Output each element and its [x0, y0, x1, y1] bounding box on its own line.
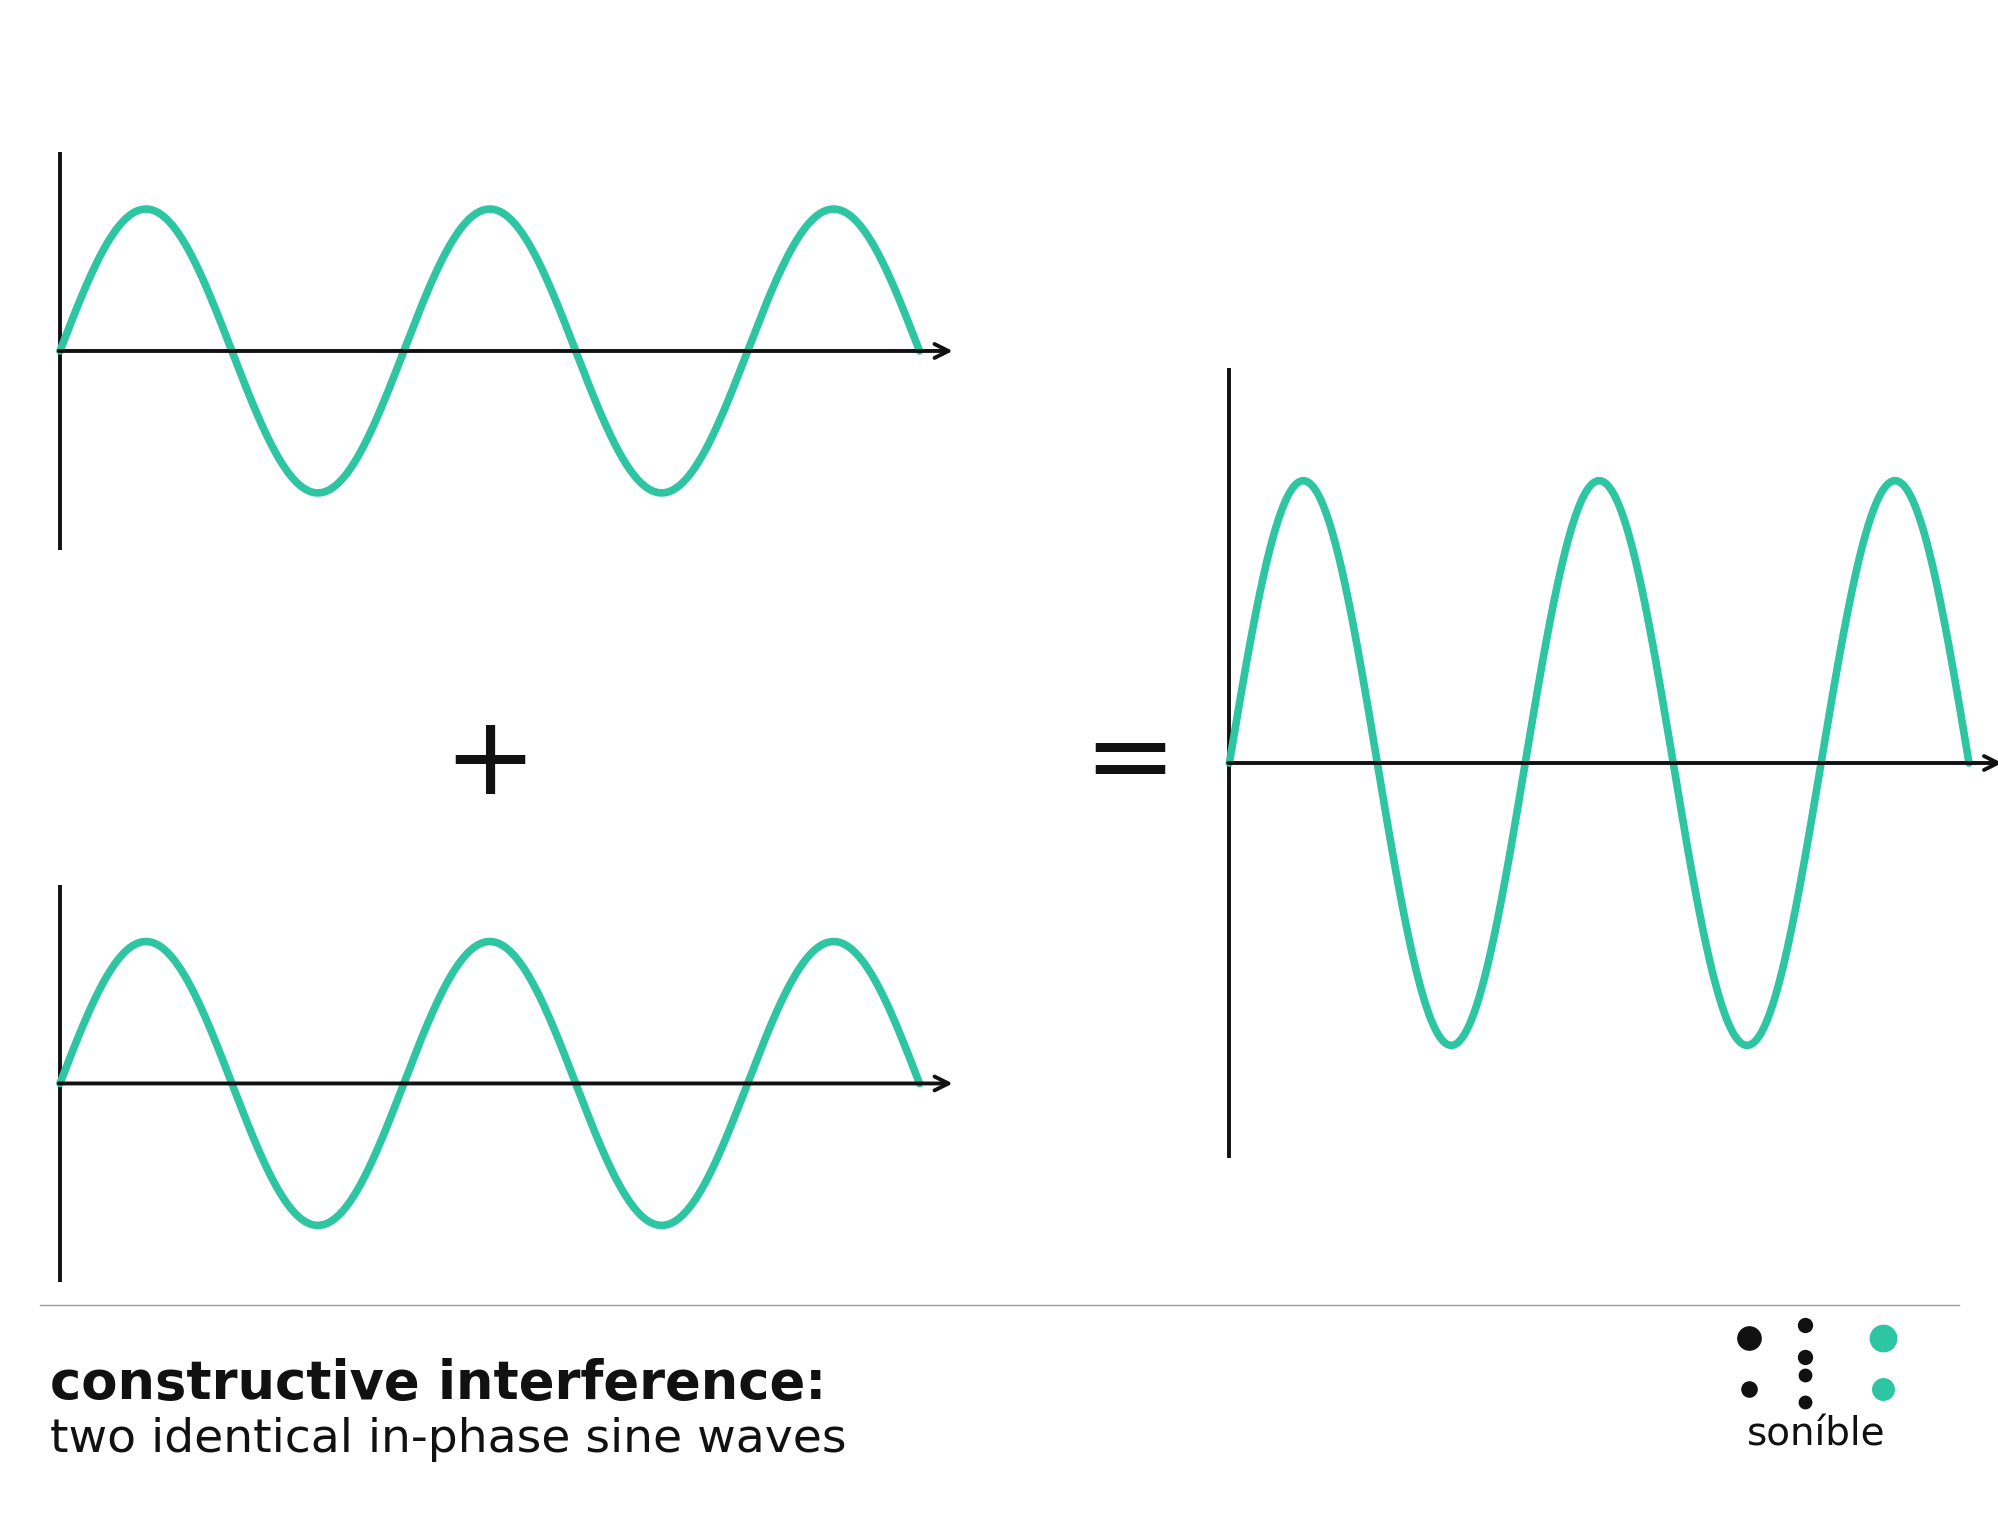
- Text: +: +: [444, 710, 535, 816]
- Point: [1866, 1376, 1898, 1401]
- Text: soníble: soníble: [1746, 1416, 1884, 1453]
- Text: =: =: [1083, 710, 1175, 816]
- Point: [1788, 1390, 1820, 1415]
- Point: [1866, 1326, 1898, 1351]
- Point: [1732, 1376, 1764, 1401]
- Point: [1732, 1326, 1764, 1351]
- Text: two identical in-phase sine waves: two identical in-phase sine waves: [50, 1416, 845, 1462]
- Point: [1788, 1344, 1820, 1369]
- Text: constructive interference:: constructive interference:: [50, 1358, 825, 1410]
- Point: [1788, 1312, 1820, 1337]
- Point: [1788, 1363, 1820, 1387]
